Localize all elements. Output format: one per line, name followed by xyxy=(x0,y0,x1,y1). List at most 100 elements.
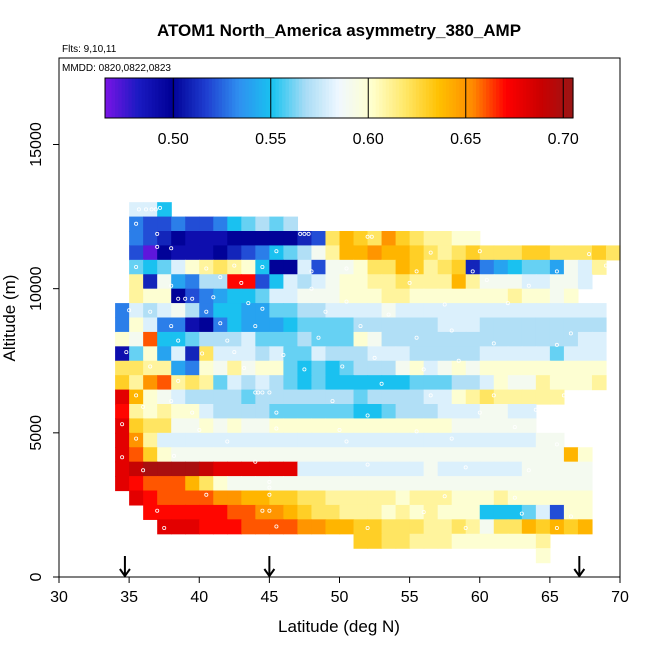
heatmap-cell xyxy=(549,360,565,376)
heatmap-cell xyxy=(367,504,383,520)
heatmap-cell xyxy=(563,461,579,477)
sample-point xyxy=(526,468,531,473)
heatmap-cell xyxy=(311,490,327,506)
heatmap-cell xyxy=(591,360,607,376)
heatmap-cell xyxy=(129,245,144,261)
heatmap-cell xyxy=(185,418,200,434)
colorbar-swatch xyxy=(556,78,561,118)
heatmap-cell xyxy=(437,375,453,391)
heatmap-cell xyxy=(465,418,481,434)
heatmap-cell xyxy=(115,375,130,391)
heatmap-cell xyxy=(171,274,186,290)
heatmap-cell xyxy=(507,389,523,405)
heatmap-cells xyxy=(115,202,621,564)
heatmap-cell xyxy=(479,303,495,319)
colorbar-swatch xyxy=(272,78,277,118)
y-tick-label: 10000 xyxy=(28,266,45,311)
colorbar-swatch xyxy=(419,78,424,118)
heatmap-cell xyxy=(367,404,383,420)
sample-point xyxy=(372,355,377,360)
heatmap-cell xyxy=(367,490,383,506)
sample-point xyxy=(176,296,181,301)
heatmap-cell xyxy=(437,331,453,347)
heatmap-cell xyxy=(297,274,313,290)
colorbar-swatch xyxy=(155,78,160,118)
heatmap-cell xyxy=(227,432,242,448)
heatmap-cell xyxy=(507,303,523,319)
heatmap-cell xyxy=(521,533,537,549)
heatmap-cell xyxy=(353,519,369,535)
heatmap-cell xyxy=(437,288,453,304)
heatmap-cell xyxy=(465,476,481,492)
heatmap-cell xyxy=(409,461,425,477)
heatmap-cell xyxy=(577,360,593,376)
heatmap-cell xyxy=(395,389,411,405)
heatmap-cell xyxy=(577,476,593,492)
colorbar-swatch xyxy=(191,78,196,118)
heatmap-cell xyxy=(311,404,327,420)
heatmap-cell xyxy=(395,288,411,304)
heatmap-cell xyxy=(241,274,256,290)
heatmap-cell xyxy=(367,418,383,434)
sample-point xyxy=(176,338,181,343)
sample-point xyxy=(149,207,154,212)
heatmap-cell xyxy=(129,447,144,463)
colorbar-swatch xyxy=(328,78,333,118)
chart-title: ATOM1 North_America asymmetry_380_AMP xyxy=(157,21,521,40)
heatmap-cell xyxy=(227,303,242,319)
heatmap-cell xyxy=(185,490,200,506)
heatmap-cell xyxy=(423,274,439,290)
heatmap-cell xyxy=(241,389,256,405)
colorbar-swatch xyxy=(339,78,343,118)
heatmap-cell xyxy=(367,346,383,362)
heatmap-cell xyxy=(255,476,270,492)
colorbar-swatch xyxy=(188,78,193,118)
colorbar-swatch xyxy=(125,78,129,118)
y-tick-label: 5000 xyxy=(28,415,45,451)
heatmap-cell xyxy=(325,245,341,261)
heatmap-cell xyxy=(563,519,579,535)
heatmap-cell xyxy=(115,331,130,347)
heatmap-cell xyxy=(241,447,256,463)
heatmap-cell xyxy=(493,389,509,405)
heatmap-cell xyxy=(297,317,313,333)
heatmap-cell xyxy=(241,317,256,333)
colorbar-swatch xyxy=(415,78,420,118)
colorbar-swatch xyxy=(312,78,317,118)
sample-point xyxy=(309,269,314,274)
heatmap-cell xyxy=(409,274,425,290)
heatmap-cell xyxy=(297,432,313,448)
heatmap-cell xyxy=(381,418,397,434)
heatmap-cell xyxy=(423,245,439,261)
sample-point xyxy=(316,335,321,340)
heatmap-cell xyxy=(199,360,214,376)
heatmap-cell xyxy=(367,245,383,261)
heatmap-cell xyxy=(549,519,565,535)
heatmap-cell xyxy=(423,288,439,304)
heatmap-cell xyxy=(297,490,313,506)
heatmap-cell xyxy=(311,288,327,304)
heatmap-cell xyxy=(451,404,467,420)
heatmap-cell xyxy=(549,346,565,362)
heatmap-cell xyxy=(563,346,579,362)
sample-point xyxy=(323,309,328,314)
colorbar-swatch xyxy=(332,78,337,118)
heatmap-cell xyxy=(171,418,186,434)
heatmap-cell xyxy=(493,274,509,290)
sample-point xyxy=(274,426,279,431)
heatmap-cell xyxy=(297,504,313,520)
heatmap-cell xyxy=(171,476,186,492)
sample-point xyxy=(568,514,573,519)
heatmap-cell xyxy=(493,418,509,434)
heatmap-cell xyxy=(241,360,256,376)
heatmap-cell xyxy=(269,317,284,333)
heatmap-cell xyxy=(157,404,172,420)
heatmap-cell xyxy=(507,245,523,261)
heatmap-cell xyxy=(283,274,299,290)
heatmap-cell xyxy=(213,389,228,405)
heatmap-cell xyxy=(199,245,214,261)
heatmap-cell xyxy=(535,389,551,405)
heatmap-cell xyxy=(227,317,242,333)
heatmap-cell xyxy=(507,404,523,420)
colorbar-swatch xyxy=(549,78,554,118)
